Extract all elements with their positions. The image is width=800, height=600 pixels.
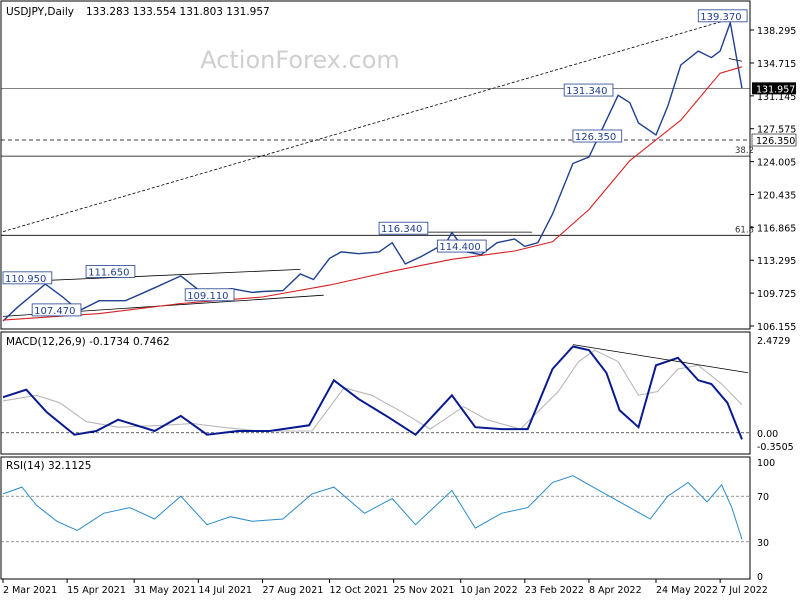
x-tick-label: 27 Aug 2021 [262,585,323,596]
price-annotation-box [572,129,623,143]
price-tick-label: 127.575 [757,125,796,136]
x-tick-label: 14 Jul 2021 [198,585,252,596]
rsi-tick-label: 0 [757,572,763,583]
x-tick-label: 24 May 2022 [656,585,718,596]
price-annotation-label: 114.400 [439,242,480,253]
price-tick-label: 106.155 [757,322,796,333]
price-plot [2,19,743,322]
macd-panel: MACD(12,26,9) -0.1734 0.7462 2.4729 0.00 -… [0,331,794,455]
fib-38-label: 38.2 [735,146,754,156]
price-tick-label: 116.865 [757,223,796,234]
level-price-label: 126.350 [756,136,795,147]
x-tick-label: 12 Oct 2021 [330,585,389,596]
current-price-label: 131.957 [756,84,795,95]
channel-upper-line [2,269,301,283]
level-price-box [751,133,797,147]
macd-signal-line [2,349,743,432]
macd-title: MACD(12,26,9) -0.1734 0.7462 [6,336,170,348]
macd-tick-label: -0.3505 [757,442,794,453]
price-annotation-box [563,83,614,97]
x-tick-label: 10 Jan 2022 [461,585,518,596]
rsi-panel-frame [0,456,751,580]
macd-tick-label: 0.00 [757,429,778,440]
macd-trend-helper [728,58,743,62]
macd-panel-frame [0,331,751,455]
macd-tick-label: 2.4729 [757,336,790,347]
price-annotation-label: 111.650 [88,267,129,278]
price-tick-label: 131.145 [757,92,796,103]
rsi-tick-label: 70 [757,492,769,503]
rsi-title: RSI(14) 32.1125 [6,460,91,472]
ema-series-line [2,66,743,321]
price-annotations: 139.370 131.340 126.350 116.340 114.400 111.6… [2,9,748,317]
price-annotation-label: 116.340 [381,224,422,235]
rsi-panel: RSI(14) 32.1125 100 70 30 0 [0,456,775,583]
price-reference-lines: 38.2 61.8 [1,19,754,317]
macd-plot [2,344,749,440]
price-tick-label: 138.295 [757,26,796,37]
price-tick-label: 120.435 [757,190,796,201]
watermark: ActionForex.com [200,46,400,74]
price-series-line [2,19,743,322]
price-annotation-box [436,239,487,253]
rsi-line [2,475,743,540]
price-panel: ActionForex.com USDJPY,Daily 133.283 133… [0,0,797,333]
macd-line [2,345,743,440]
rsi-axis: 100 70 30 0 [1,458,775,583]
price-annotation-label: 126.350 [575,132,616,143]
price-annotation-box [31,303,82,317]
x-tick-label: 7 Jul 2022 [720,585,768,596]
price-annotation-box [2,271,53,285]
price-tick-label: 134.715 [757,59,796,70]
ohlc-values: 133.283 133.554 131.803 131.957 [86,6,270,18]
price-annotation-label: 131.340 [566,86,607,97]
price-annotation-box [184,288,235,302]
price-annotation-label: 107.470 [34,306,75,317]
macd-axis: 2.4729 0.00 -0.3505 [1,336,794,453]
x-tick-label: 2 Mar 2021 [3,585,57,596]
price-annotation-label: 109.110 [187,291,228,302]
macd-divergence-line [572,344,749,374]
rsi-tick-label: 30 [757,538,769,549]
rsi-plot [2,475,743,540]
x-tick-label: 25 Nov 2021 [394,585,455,596]
price-annotation-label: 110.950 [5,274,46,285]
price-panel-frame [0,0,751,330]
price-axis: 138.295 134.715 131.145 127.575 124.005 120.4… [750,26,797,333]
long-trend-line [2,19,728,233]
price-annotation-label: 139.370 [700,12,741,23]
rsi-tick-label: 100 [757,458,775,469]
x-tick-label: 23 Feb 2022 [525,585,584,596]
price-annotation-box [85,264,136,278]
x-axis: 2 Mar 2021 15 Apr 2021 31 May 2021 14 Jul 2… [2,579,768,596]
price-tick-label: 109.725 [757,289,796,300]
price-annotation-box [697,9,748,23]
symbol-label: USDJPY,Daily [6,6,74,18]
x-tick-label: 15 Apr 2021 [67,585,126,596]
price-tick-label: 124.005 [757,158,796,169]
fib-61-label: 61.8 [735,225,754,235]
x-tick-label: 8 Apr 2022 [589,585,642,596]
x-tick-label: 31 May 2021 [134,585,196,596]
current-price-box [752,82,796,95]
price-tick-label: 113.295 [757,256,796,267]
price-annotation-box [378,221,429,235]
